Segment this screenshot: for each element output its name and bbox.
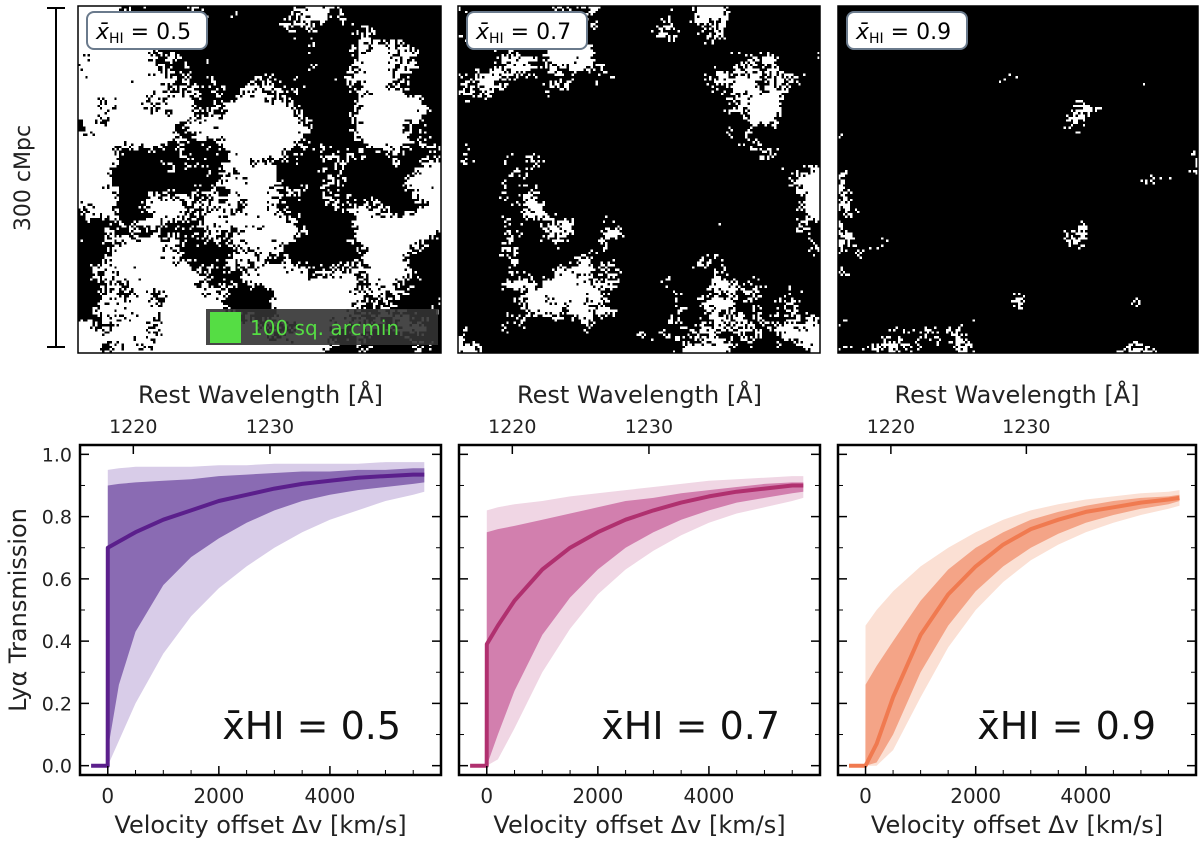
top-tick-label: 1230 xyxy=(625,416,673,438)
chart-3: 0 2000 4000 1220 1230 Rest Wavelength [Å] Velo… xyxy=(836,380,1198,839)
x-tick-label: 0 xyxy=(859,784,872,808)
plot-area xyxy=(470,476,804,768)
chart-title: x̄HI = 0.9 xyxy=(977,704,1156,748)
y-tick-label: 0.8 xyxy=(42,507,72,529)
map-label: x̄HI = 0.9 xyxy=(846,11,968,50)
top-axis-label: Rest Wavelength [Å] xyxy=(517,380,762,409)
band-68 xyxy=(849,494,1180,766)
chart-2: 0 2000 4000 1220 1230 Rest Wavelength [Å] Velo… xyxy=(457,380,822,839)
band-68 xyxy=(470,482,804,766)
map-label-sub: HI xyxy=(489,31,504,47)
x-tick-label: 4000 xyxy=(304,784,355,808)
transmission-charts: 0 2000 4000 0.0 0.2 0.4 0.6 0.8 1.0 1220 1230 Rest … xyxy=(4,380,1198,839)
map-label: x̄HI = 0.7 xyxy=(466,11,588,50)
x-axis-label: Velocity offset Δv [km/s] xyxy=(493,811,785,839)
map-label-symbol: x̄ xyxy=(95,20,110,45)
y-axis-label: Lyα Transmission xyxy=(4,508,32,712)
scale-bar-label: 300 cMpc xyxy=(11,125,36,231)
x-tick-label: 0 xyxy=(480,784,493,808)
map-label: x̄HI = 0.5 xyxy=(86,11,208,50)
map-label-text: x̄HI = 0.7 xyxy=(475,20,571,47)
y-tick-label: 1.0 xyxy=(42,444,72,466)
x-tick-label: 2000 xyxy=(193,784,244,808)
x-tick-label: 2000 xyxy=(950,784,1001,808)
median-line xyxy=(849,495,1180,768)
band-68 xyxy=(91,468,425,766)
ionization-map-image xyxy=(458,6,820,353)
chart-1: 0 2000 4000 0.0 0.2 0.4 0.6 0.8 1.0 1220 1230 Rest … xyxy=(4,380,443,839)
x-axis-label: Velocity offset Δv [km/s] xyxy=(114,811,406,839)
map-label-value: = 0.5 xyxy=(124,20,191,45)
map-frame xyxy=(457,5,821,354)
map-label-box xyxy=(846,11,968,50)
top-tick-label: 1230 xyxy=(1002,416,1050,438)
ionization-map-image xyxy=(78,6,441,353)
x-tick-label: 4000 xyxy=(683,784,734,808)
map-05: x̄HI = 0.5 100 sq. arcmin xyxy=(77,5,442,354)
map-label-box xyxy=(86,11,208,50)
band-95 xyxy=(849,490,1180,766)
map-label-sub: HI xyxy=(109,31,124,47)
area-legend-swatch xyxy=(210,312,241,343)
area-legend-bg xyxy=(206,309,438,345)
map-label-symbol: x̄ xyxy=(855,20,870,45)
top-axis-label: Rest Wavelength [Å] xyxy=(894,380,1139,409)
top-tick-label: 1230 xyxy=(246,416,294,438)
median-line xyxy=(470,483,804,768)
plot-area xyxy=(91,462,425,768)
ionization-map-image xyxy=(838,6,1198,353)
x-tick-label: 4000 xyxy=(1060,784,1111,808)
map-frame xyxy=(77,5,442,354)
scale-bar: 300 cMpc xyxy=(11,7,65,348)
y-tick-label: 0.4 xyxy=(42,631,72,653)
x-tick-label: 0 xyxy=(101,784,114,808)
y-tick-label: 0.6 xyxy=(42,569,72,591)
chart-title: x̄HI = 0.5 xyxy=(222,704,401,748)
map-label-value: = 0.7 xyxy=(504,20,571,45)
top-tick-label: 1220 xyxy=(488,416,536,438)
y-tick-label: 0.0 xyxy=(42,756,72,778)
map-frame xyxy=(837,5,1199,354)
map-label-value: = 0.9 xyxy=(884,20,951,45)
top-tick-label: 1220 xyxy=(867,416,915,438)
map-label-text: x̄HI = 0.9 xyxy=(855,20,951,47)
map-label-text: x̄HI = 0.5 xyxy=(95,20,191,47)
y-tick-label: 0.2 xyxy=(42,693,72,715)
map-label-symbol: x̄ xyxy=(475,20,490,45)
map-label-box xyxy=(466,11,588,50)
top-axis-label: Rest Wavelength [Å] xyxy=(138,380,383,409)
x-axis-label: Velocity offset Δv [km/s] xyxy=(871,811,1163,839)
chart-title: x̄HI = 0.7 xyxy=(601,704,780,748)
map-07: x̄HI = 0.7 xyxy=(457,5,821,354)
area-legend: 100 sq. arcmin xyxy=(206,309,438,345)
map-09: x̄HI = 0.9 xyxy=(837,5,1199,354)
median-line xyxy=(91,472,425,768)
map-label-sub: HI xyxy=(869,31,884,47)
area-legend-label: 100 sq. arcmin xyxy=(250,316,399,340)
plot-area xyxy=(849,490,1180,768)
x-tick-label: 2000 xyxy=(572,784,623,808)
top-tick-label: 1220 xyxy=(109,416,157,438)
